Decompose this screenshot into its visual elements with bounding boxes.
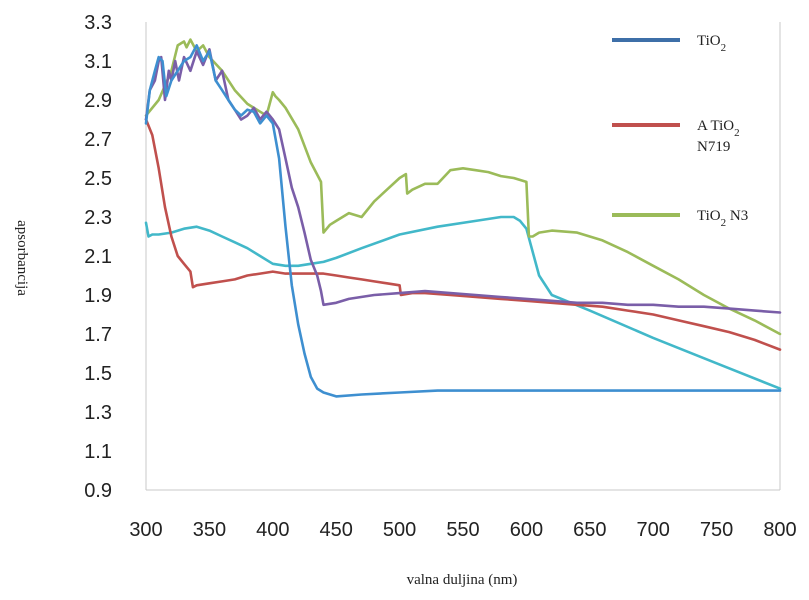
y-tick-label: 2.3 <box>84 207 112 229</box>
y-tick-labels: 3.3 3.1 2.9 2.7 2.5 2.3 2.1 1.9 1.7 1.5 1.3 1.1 0.9 <box>84 12 112 502</box>
x-tick-labels: 300 350 400 450 500 550 600 650 700 750 800 <box>129 519 796 541</box>
series-lines <box>144 38 782 398</box>
y-tick-label: 1.7 <box>84 324 112 346</box>
series-line-1 <box>144 215 782 390</box>
y-tick-label: 1.1 <box>84 441 112 463</box>
x-tick-label: 800 <box>763 519 796 541</box>
y-tick-label: 0.9 <box>84 480 112 502</box>
y-tick-label: 2.9 <box>84 90 112 112</box>
legend-label-line2: N719 <box>697 139 730 155</box>
legend-label: A TiO2 <box>697 118 740 139</box>
series-line-5 <box>144 44 782 398</box>
x-tick-label: 600 <box>510 519 543 541</box>
x-tick-label: 300 <box>129 519 162 541</box>
x-tick-label: 550 <box>446 519 479 541</box>
x-tick-label: 450 <box>320 519 353 541</box>
x-tick-label: 400 <box>256 519 289 541</box>
series-line-4 <box>144 47 782 314</box>
x-tick-label: 750 <box>700 519 733 541</box>
y-tick-label: 2.7 <box>84 129 112 151</box>
plot-frame <box>145 22 781 491</box>
x-axis-label: valna duljina (nm) <box>407 572 518 588</box>
y-tick-label: 1.3 <box>84 402 112 424</box>
y-axis-label: apsorbancija <box>14 220 30 296</box>
series-line-3 <box>144 118 782 351</box>
x-tick-label: 700 <box>637 519 670 541</box>
x-tick-label: 650 <box>573 519 606 541</box>
legend-label: TiO2 <box>697 33 726 54</box>
y-tick-label: 2.1 <box>84 246 112 268</box>
y-tick-label: 1.9 <box>84 285 112 307</box>
series-line-2 <box>144 38 782 336</box>
y-tick-label: 2.5 <box>84 168 112 190</box>
legend-label: TiO2 N3 <box>697 208 748 229</box>
x-tick-label: 500 <box>383 519 416 541</box>
y-tick-label: 3.3 <box>84 12 112 34</box>
x-tick-label: 350 <box>193 519 226 541</box>
y-tick-label: 1.5 <box>84 363 112 385</box>
y-tick-label: 3.1 <box>84 51 112 73</box>
